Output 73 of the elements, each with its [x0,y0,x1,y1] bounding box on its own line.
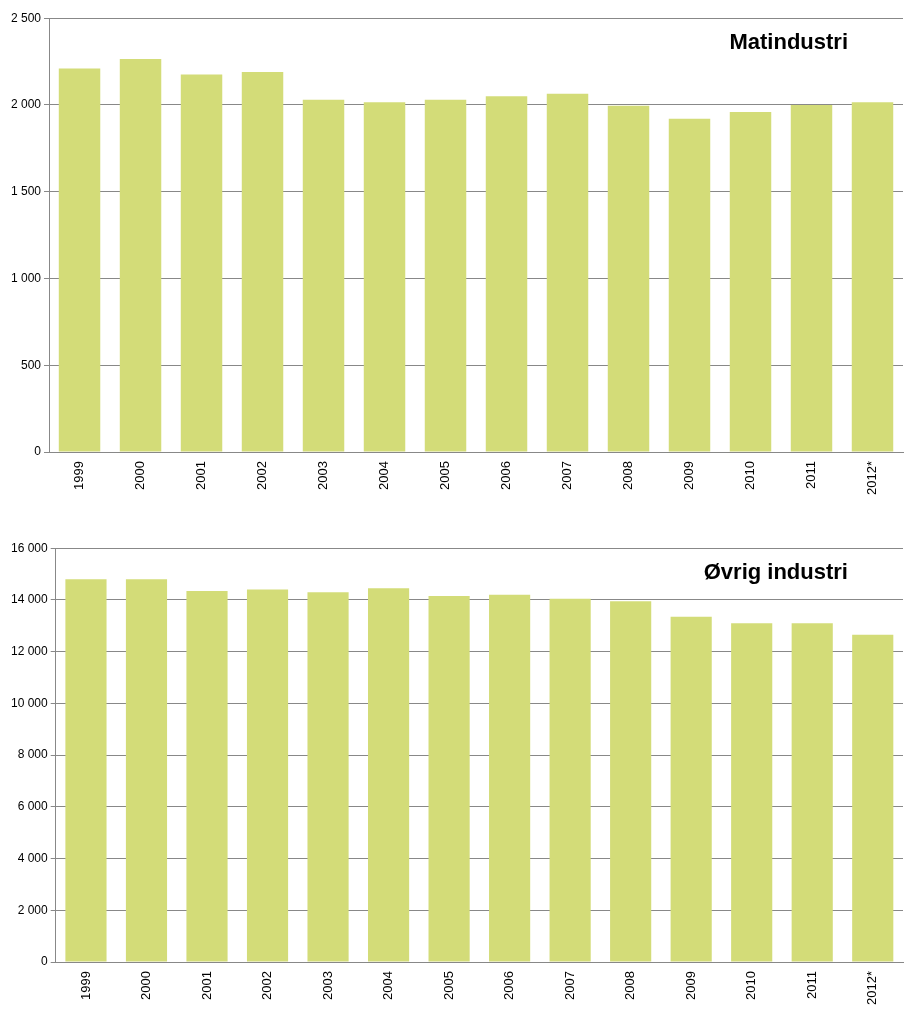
bar [428,596,470,962]
x-tick-label: 2002 [259,971,275,1000]
bar [58,68,101,452]
y-tick-label: 16 000 [11,540,49,555]
text: Matindustri [729,29,848,55]
x-tick-label: 2001 [193,461,209,490]
x-tick-label: 2003 [319,971,335,1000]
x-tick-label: 2012* [864,971,880,1006]
bar [367,588,410,962]
x-tick-label: 1999 [71,461,87,490]
bar [424,99,467,452]
bar [607,105,650,452]
y-tick-label: 6 000 [17,799,49,814]
y-tick-label: 1 000 [11,270,42,285]
x-tick-label: 2011 [803,461,819,489]
bar [546,93,589,452]
y-tick-label: 1 500 [11,184,42,199]
bar [790,104,833,452]
bar [791,623,833,962]
bar [125,579,168,962]
x-tick-label: 2002 [254,461,270,490]
bar [119,58,162,452]
x-tick-label: 1999 [77,971,93,1000]
x-tick-label: 2001 [198,971,214,1000]
bar [363,102,406,452]
x-tick-label: 2007 [561,971,577,1000]
bar [729,111,772,452]
bar [668,118,711,452]
x-tick-label: 2012* [864,461,880,496]
x-tick-label: 2007 [559,461,575,490]
x-tick-label: 2003 [315,461,331,490]
x-tick-label: 2010 [742,461,758,490]
bar [246,589,289,962]
y-tick-label: 8 000 [17,747,49,762]
bar [851,102,894,452]
x-tick-label: 2006 [498,461,514,490]
x-tick-label: 2005 [440,971,456,1000]
y-tick-label: 2 500 [11,10,42,25]
bar [549,598,591,962]
x-tick-label: 2000 [138,971,154,1000]
bar [241,71,284,452]
x-tick-label: 2005 [437,461,453,490]
y-tick-label: 500 [21,357,42,372]
x-tick-label: 2004 [380,971,396,1000]
x-tick-label: 2010 [743,971,759,1000]
bar [852,634,894,962]
bar [180,74,223,452]
y-tick-label: 14 000 [11,592,49,607]
x-tick-label: 2011 [803,971,819,999]
x-tick-label: 2006 [501,971,517,1000]
x-tick-label: 2009 [681,461,697,490]
x-tick-label: 2009 [682,971,698,1000]
bar [485,96,528,452]
x-tick-label: 2008 [622,971,638,1000]
y-tick-label: 12 000 [11,643,49,658]
x-tick-label: 2000 [132,461,148,490]
y-tick-label: 0 [34,444,42,459]
bar [302,99,345,452]
bar [186,590,228,962]
bar [670,616,712,962]
bar [610,601,652,962]
y-tick-label: 2 000 [17,902,49,917]
y-tick-label: 2 000 [11,97,42,112]
bar [731,623,773,962]
x-tick-label: 2008 [620,461,636,490]
x-tick-label: 2004 [376,461,392,490]
bar [65,579,107,962]
y-tick-label: 0 [41,954,49,969]
bar [307,592,349,962]
text: Øvrig industri [703,559,848,585]
y-tick-label: 10 000 [11,695,49,710]
y-tick-label: 4 000 [17,850,49,865]
bar [489,594,531,962]
